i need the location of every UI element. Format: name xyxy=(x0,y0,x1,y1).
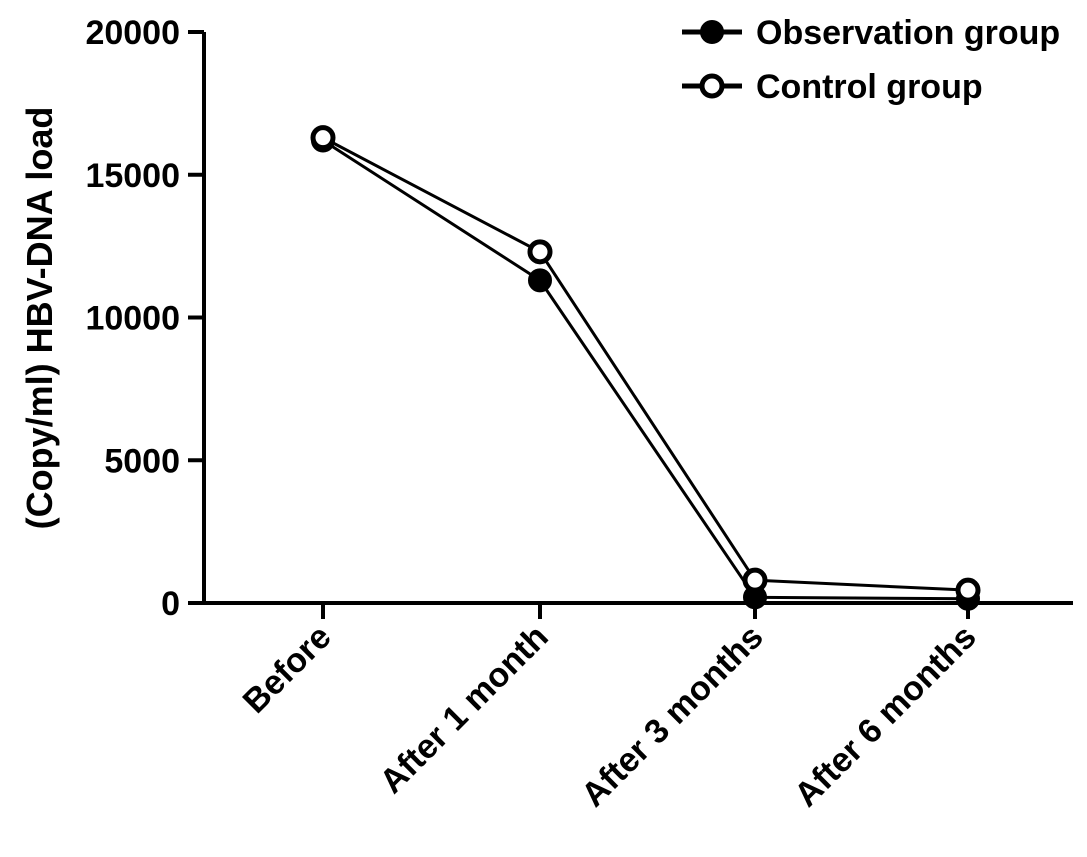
y-tick-label: 5000 xyxy=(104,442,180,480)
y-axis-title: (Copy/ml) HBV-DNA load xyxy=(19,107,60,530)
series-control-group xyxy=(310,125,981,603)
x-tick-label: After 6 months xyxy=(787,618,984,815)
legend-label: Observation group xyxy=(756,14,1060,52)
x-tick-label: After 1 month xyxy=(373,618,556,801)
series-line xyxy=(322,136,969,592)
data-point xyxy=(955,577,981,603)
x-tick-label: After 3 months xyxy=(574,618,771,815)
data-point xyxy=(742,567,768,593)
legend-marker xyxy=(700,20,724,44)
y-tick-label: 20000 xyxy=(85,14,180,52)
series-observation-group xyxy=(311,128,980,611)
legend-label: Control group xyxy=(756,68,983,106)
y-tick-label: 10000 xyxy=(85,300,180,338)
legend-marker xyxy=(699,73,725,99)
y-tick-label: 15000 xyxy=(85,157,180,195)
data-point xyxy=(528,268,552,293)
x-tick-label: Before xyxy=(236,618,339,721)
y-tick-label: 0 xyxy=(161,585,180,623)
data-point xyxy=(310,125,336,151)
data-point xyxy=(527,239,553,265)
series-line xyxy=(322,139,969,601)
